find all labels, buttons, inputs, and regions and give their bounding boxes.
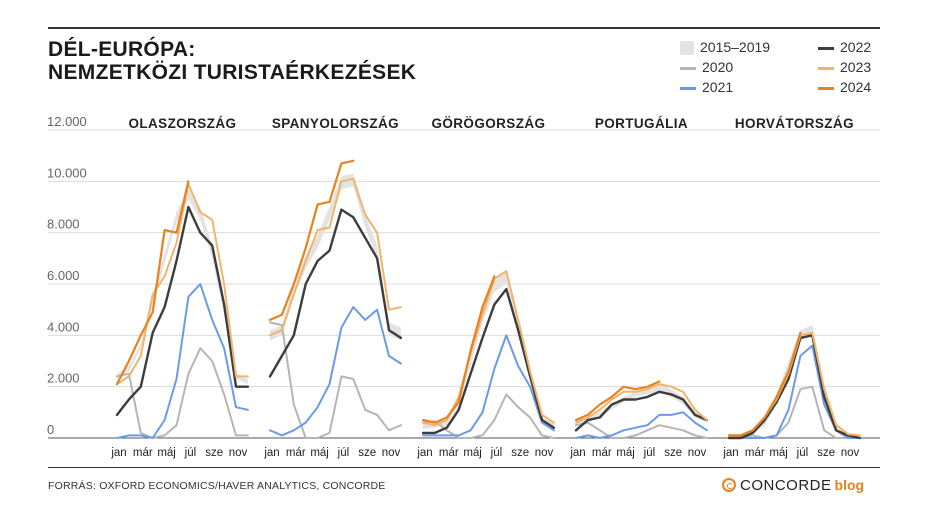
series-line-2023	[422, 270, 555, 427]
panel-title: GÖRÖGORSZÁG	[431, 116, 545, 131]
title-line-1: DÉL-EURÓPA:	[48, 38, 196, 61]
x-tick-label: máj	[616, 447, 635, 459]
x-tick-label: máj	[310, 447, 329, 459]
series-line-2020	[116, 347, 249, 439]
legend-item-2021: 2021	[680, 78, 733, 96]
range-band-2015-2019	[729, 325, 860, 438]
x-tick-label: jan	[569, 447, 585, 459]
legend-label-2022: 2022	[840, 39, 872, 55]
legend-swatch-band	[680, 41, 694, 56]
x-tick-label: júl	[796, 447, 809, 459]
y-tick-label: 8.000	[47, 217, 80, 232]
series-line-2024	[574, 380, 661, 422]
x-tick-label: júl	[490, 447, 503, 459]
series-line-2021	[422, 334, 555, 437]
x-tick-label: nov	[535, 447, 554, 459]
series-line-2024	[268, 159, 355, 321]
y-tick-label: 12.000	[47, 114, 87, 129]
series-line-2022	[727, 334, 862, 440]
legend-label-band: 2015–2019	[700, 39, 771, 55]
bottom-rule	[48, 467, 880, 468]
legend-swatch-2021	[680, 86, 696, 90]
x-tick-label: jan	[263, 447, 279, 459]
y-tick-label: 2.000	[47, 371, 80, 386]
series-line-2022	[115, 205, 250, 417]
series-line-2022	[268, 208, 403, 378]
series-line-2021	[269, 306, 402, 437]
range-band-2015-2019	[117, 189, 248, 385]
brand-name: CONCORDE	[740, 477, 832, 494]
panel-title: HORVÁTORSZÁG	[735, 116, 854, 131]
legend: 2015–2019 2020 2021 2022 2023 2024	[680, 38, 880, 98]
x-tick-label: sze	[358, 447, 376, 459]
x-tick-label: nov	[382, 447, 401, 459]
x-tick-label: nov	[841, 447, 860, 459]
y-tick-label: 4.000	[47, 319, 80, 334]
title-line-2: NEMZETKÖZI TURISTAÉRKEZÉSEK	[48, 61, 417, 84]
x-tick-label: júl	[643, 447, 656, 459]
panel-title: SPANYOLORSZÁG	[272, 116, 399, 131]
x-tick-label: sze	[664, 447, 682, 459]
x-tick-label: máj	[157, 447, 176, 459]
x-tick-label: júl	[184, 447, 197, 459]
legend-item-2023: 2023	[818, 58, 871, 76]
legend-item-2024: 2024	[818, 78, 871, 96]
x-tick-label: nov	[688, 447, 707, 459]
legend-label-2023: 2023	[840, 59, 872, 75]
concorde-logo-icon	[722, 478, 736, 492]
x-tick-label: sze	[205, 447, 223, 459]
series-line-2021	[116, 283, 249, 439]
y-tick-label: 10.000	[47, 165, 87, 180]
x-tick-label: már	[439, 447, 459, 459]
x-tick-label: sze	[511, 447, 529, 459]
series-line-2022	[421, 287, 556, 435]
y-tick-label: 6.000	[47, 268, 80, 283]
legend-item-2020: 2020	[680, 58, 733, 76]
x-tick-label: jan	[110, 447, 126, 459]
x-tick-label: már	[592, 447, 612, 459]
x-tick-label: máj	[463, 447, 482, 459]
x-tick-label: jan	[416, 447, 432, 459]
x-tick-label: jan	[722, 447, 738, 459]
series-line-2024	[727, 331, 802, 437]
series-line-2020	[575, 421, 708, 439]
brand-suffix: blog	[834, 477, 865, 493]
legend-item-2015-2019: 2015–2019	[680, 38, 770, 56]
source-note: FORRÁS: OXFORD ECONOMICS/HAVER ANALYTICS…	[48, 480, 386, 492]
x-tick-label: sze	[817, 447, 835, 459]
legend-label-2021: 2021	[702, 79, 734, 95]
top-rule	[48, 27, 880, 29]
legend-swatch-2024	[818, 86, 834, 90]
x-tick-label: már	[286, 447, 306, 459]
legend-swatch-2022	[818, 46, 834, 50]
legend-label-2024: 2024	[840, 79, 872, 95]
series-line-2020	[269, 321, 402, 439]
panel-title: PORTUGÁLIA	[595, 116, 688, 131]
x-tick-label: nov	[229, 447, 248, 459]
legend-swatch-2020	[680, 66, 696, 70]
x-tick-label: júl	[337, 447, 350, 459]
series-line-2023	[269, 177, 402, 337]
series-line-2023	[575, 383, 708, 424]
x-tick-label: már	[133, 447, 153, 459]
chart-title: DÉL-EURÓPA: NEMZETKÖZI TURISTAÉRKEZÉSEK	[48, 38, 416, 84]
series-line-2020	[728, 385, 861, 439]
series-line-2024	[421, 275, 496, 424]
panel-title: OLASZORSZÁG	[128, 116, 236, 131]
series-line-2022	[574, 390, 709, 432]
series-line-2021	[575, 411, 708, 439]
legend-item-2022: 2022	[818, 38, 871, 56]
y-tick-label: 0	[47, 422, 54, 437]
series-line-2023	[116, 182, 249, 386]
series-line-2024	[115, 180, 190, 386]
legend-swatch-2023	[818, 66, 834, 70]
brand-logo: CONCORDE blog	[722, 477, 864, 494]
x-tick-label: máj	[769, 447, 788, 459]
x-tick-label: már	[745, 447, 765, 459]
legend-label-2020: 2020	[702, 59, 734, 75]
